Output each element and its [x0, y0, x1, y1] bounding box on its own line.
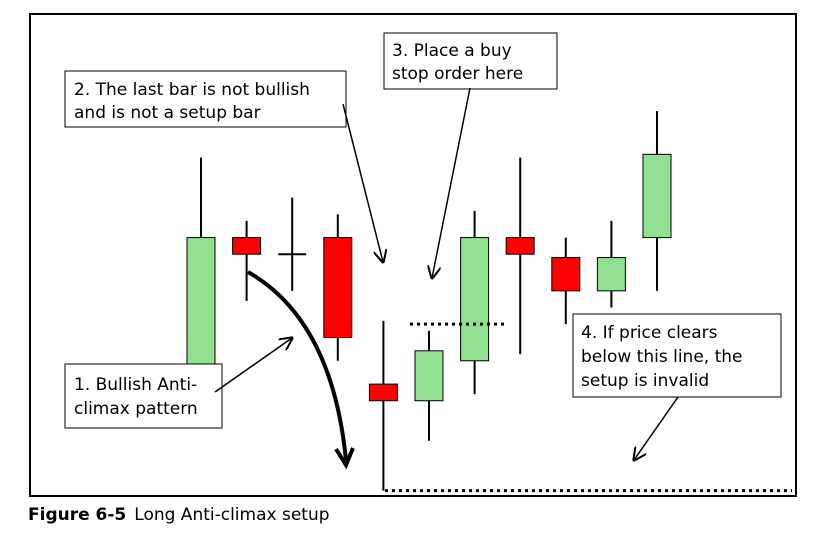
candle-9 [551, 237, 581, 325]
pointer-arrow-buy-stop [432, 87, 471, 278]
callout-bullish-pattern-line-1: 1. Bullish Anti- [74, 375, 197, 395]
candle-body-bull [460, 237, 490, 362]
callout-buy-stop: 3. Place a buy stop order here [383, 32, 558, 90]
pointer-arrow-invalid [634, 396, 679, 460]
candle-10 [596, 220, 626, 308]
candle-6 [414, 330, 444, 441]
callout-buy-stop-line-1: 3. Place a buy [392, 41, 512, 61]
candle-body-bear [232, 237, 262, 255]
candle-body-bear [323, 237, 353, 338]
candle-body-bear [551, 257, 581, 292]
candle-body-bull [596, 257, 626, 292]
candle-3 [278, 197, 307, 291]
candle-body-bear [368, 383, 398, 402]
pointer-arrow-bullish-pattern [214, 338, 292, 393]
pattern-curve-arrowhead [334, 447, 355, 470]
candle-5 [368, 320, 398, 491]
figure-caption: Figure 6-5 Long Anti-climax setup [28, 505, 330, 525]
reference-lines [385, 322, 792, 493]
callout-last-bar: 2. The last bar is not bullish and is no… [64, 70, 347, 128]
callout-invalid: 4. If price clears below this line, the … [572, 313, 782, 398]
callout-buy-stop-line-2: stop order here [392, 64, 523, 84]
callout-invalid-line-1: 4. If price clears [581, 323, 718, 343]
callout-invalid-line-3: setup is invalid [581, 371, 709, 391]
candle-7 [460, 210, 490, 395]
candle-body-bull [186, 237, 216, 372]
candle-body-bull [414, 350, 444, 402]
pointer-arrow-last-bar [342, 103, 383, 262]
pattern-curve-arrow [247, 270, 348, 461]
candle-8 [505, 157, 535, 355]
candle-body-bear [505, 237, 535, 255]
callout-bullish-pattern-line-2: climax pattern [74, 399, 198, 419]
candle-body-bull [642, 153, 672, 239]
callout-bullish-pattern: 1. Bullish Anti- climax pattern [64, 363, 223, 429]
callout-last-bar-line-2: and is not a setup bar [74, 103, 261, 123]
candle-4 [323, 214, 353, 361]
callout-last-bar-line-1: 2. The last bar is not bullish [74, 80, 310, 100]
callout-invalid-line-2: below this line, the [581, 347, 743, 367]
figure-caption-text: Long Anti-climax setup [134, 505, 330, 525]
candle-11 [642, 111, 672, 291]
figure-caption-label: Figure 6-5 [28, 505, 127, 525]
candle-2 [232, 220, 262, 301]
